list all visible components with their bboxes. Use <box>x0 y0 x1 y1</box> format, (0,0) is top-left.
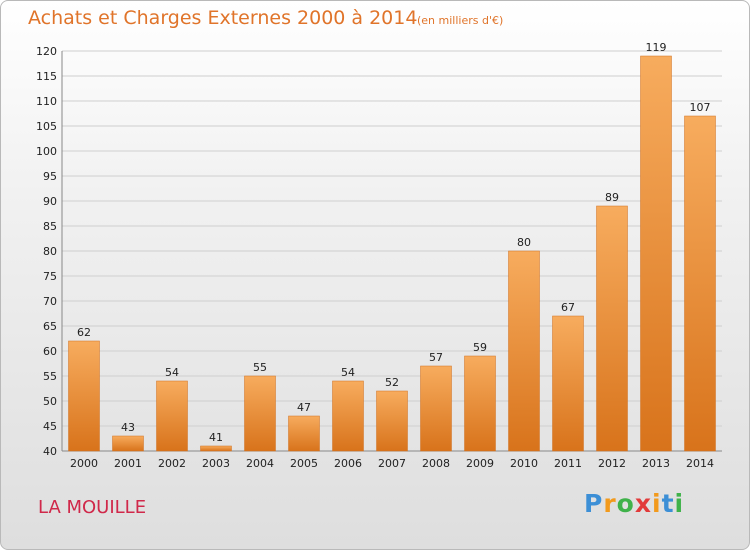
x-tick-label-2014: 2014 <box>686 457 714 470</box>
bar-2007 <box>376 390 408 452</box>
y-tick-label: 80 <box>43 245 57 258</box>
data-label-2008: 57 <box>429 351 443 364</box>
bar-2004 <box>244 375 276 452</box>
y-tick-label: 70 <box>43 295 57 308</box>
logo-letter: i <box>674 489 685 518</box>
x-tick-label-2011: 2011 <box>554 457 582 470</box>
logo-letter: i <box>652 489 662 518</box>
bar-2014 <box>684 115 716 452</box>
x-tick-label-2005: 2005 <box>290 457 318 470</box>
data-label-2002: 54 <box>165 366 179 379</box>
bar-2012 <box>596 205 628 452</box>
data-label-2000: 62 <box>77 326 91 339</box>
bar-2003 <box>200 445 232 452</box>
chart-subtitle: (en milliers d'€) <box>417 14 504 27</box>
x-tick-label-2010: 2010 <box>510 457 538 470</box>
bar-2005 <box>288 415 320 452</box>
data-label-2006: 54 <box>341 366 355 379</box>
data-label-2013: 119 <box>646 41 667 54</box>
logo-letter: t <box>661 489 675 518</box>
x-tick-label-2013: 2013 <box>642 457 670 470</box>
logo-letter: x <box>634 489 652 518</box>
y-tick-label: 115 <box>36 70 57 83</box>
logo-letter: o <box>616 489 635 518</box>
y-tick-label: 105 <box>36 120 57 133</box>
x-tick-label-2003: 2003 <box>202 457 230 470</box>
bar-2006 <box>332 380 364 452</box>
x-tick-label-2008: 2008 <box>422 457 450 470</box>
data-label-2004: 55 <box>253 361 267 374</box>
y-tick-label: 45 <box>43 420 57 433</box>
y-tick-label: 40 <box>43 445 57 458</box>
y-tick-label: 110 <box>36 95 57 108</box>
x-tick-label-2001: 2001 <box>114 457 142 470</box>
y-tick-label: 50 <box>43 395 57 408</box>
y-tick-label: 85 <box>43 220 57 233</box>
data-label-2005: 47 <box>297 401 311 414</box>
data-label-2007: 52 <box>385 376 399 389</box>
bar-2009 <box>464 355 496 452</box>
chart-title: Achats et Charges Externes 2000 à 2014 <box>28 7 418 29</box>
x-tick-label-2004: 2004 <box>246 457 274 470</box>
bar-2002 <box>156 380 188 452</box>
x-tick-label-2002: 2002 <box>158 457 186 470</box>
y-tick-label: 75 <box>43 270 57 283</box>
bar-2000 <box>68 340 100 452</box>
bar-2013 <box>640 55 672 452</box>
y-tick-label: 55 <box>43 370 57 383</box>
bar-2010 <box>508 250 540 452</box>
data-label-2012: 89 <box>605 191 619 204</box>
logo-letter: r <box>603 489 617 518</box>
x-tick-label-2012: 2012 <box>598 457 626 470</box>
bar-2001 <box>112 435 144 452</box>
y-tick-label: 90 <box>43 195 57 208</box>
y-tick-label: 95 <box>43 170 57 183</box>
x-tick-label-2006: 2006 <box>334 457 362 470</box>
commune-name: LA MOUILLE <box>38 497 147 518</box>
y-tick-label: 65 <box>43 320 57 333</box>
x-tick-label-2007: 2007 <box>378 457 406 470</box>
data-label-2003: 41 <box>209 431 223 444</box>
data-label-2014: 107 <box>690 101 711 114</box>
y-tick-label: 60 <box>43 345 57 358</box>
y-tick-label: 100 <box>36 145 57 158</box>
x-tick-label-2000: 2000 <box>70 457 98 470</box>
proxiti-logo: Proxiti <box>584 489 684 518</box>
data-label-2010: 80 <box>517 236 531 249</box>
x-tick-label-2009: 2009 <box>466 457 494 470</box>
logo-letter: P <box>584 489 604 518</box>
data-label-2011: 67 <box>561 301 575 314</box>
data-label-2009: 59 <box>473 341 487 354</box>
data-label-2001: 43 <box>121 421 135 434</box>
y-tick-label: 120 <box>36 45 57 58</box>
bar-2008 <box>420 365 452 452</box>
bar-2011 <box>552 315 584 452</box>
